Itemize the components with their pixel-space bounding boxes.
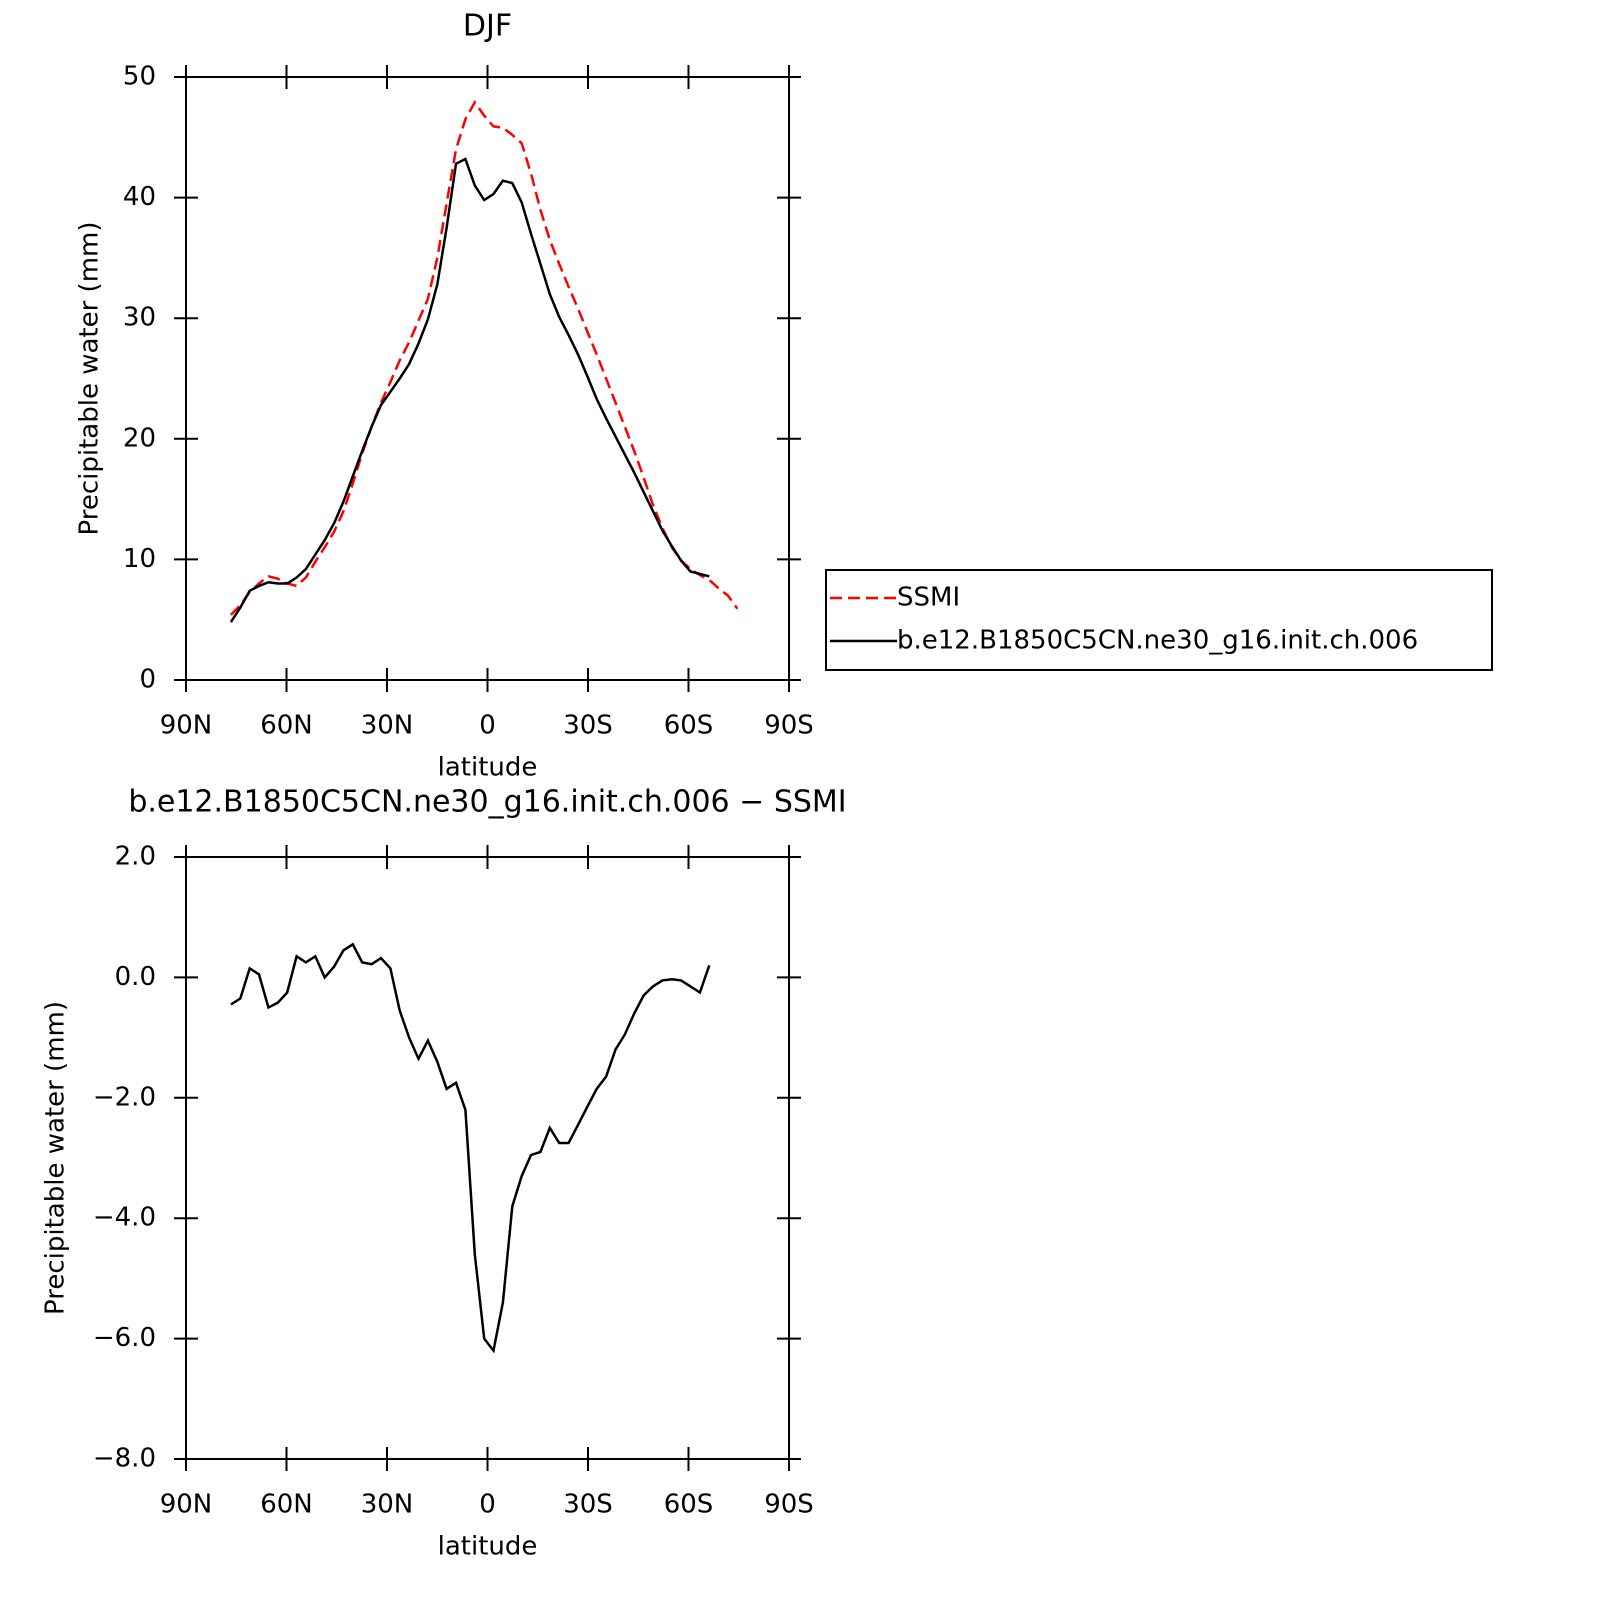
y-tick-label: 2.0 [115,842,156,872]
x-tick-label: 30S [563,711,613,741]
data-line [229,157,710,623]
y-tick-label: 0 [139,665,156,695]
x-tick-label: 30N [361,711,414,741]
y-axis-label: Precipitable water (mm) [75,222,105,536]
plot-frame [185,856,790,1460]
legend-label: b.e12.B1850C5CN.ne30_g16.init.ch.006 [897,626,1418,656]
x-axis-label: latitude [438,1532,538,1562]
x-tick-label: 60S [664,711,714,741]
legend-label: SSMI [897,583,960,613]
y-tick-label: 40 [123,182,156,212]
legend-box [825,569,1493,671]
x-tick-label: 90S [764,711,814,741]
panel: DJF 0 10 20 30 40 50 90N 60N 30N 0 30S 60S 90S latitud… [75,9,1493,783]
y-tick-label: 10 [123,544,156,574]
x-tick-label: 60N [260,711,313,741]
x-tick-label: 30S [563,1490,613,1520]
x-tick-label: 90N [160,1490,213,1520]
legend: SSMI b.e12.B1850C5CN.ne30_g16.init.ch.006 [825,569,1493,671]
y-tick-label: 0.0 [115,962,156,992]
chart-title: b.e12.B1850C5CN.ne30_g16.init.ch.006 − S… [128,785,846,820]
chart-title: DJF [463,9,512,44]
data-line [230,99,739,616]
y-tick-label: −4.0 [93,1203,156,1233]
data-line [230,942,711,1354]
y-axis-label: Precipitable water (mm) [41,1001,71,1315]
y-tick-label: −6.0 [93,1323,156,1353]
x-tick-label: 0 [479,1490,496,1520]
x-tick-label: 60N [260,1490,313,1520]
x-tick-label: 60S [664,1490,714,1520]
y-tick-label: 20 [123,423,156,453]
x-tick-label: 0 [479,711,496,741]
x-tick-label: 30N [361,1490,414,1520]
x-tick-label: 90N [160,711,213,741]
y-tick-label: −8.0 [93,1444,156,1474]
x-axis-label: latitude [438,753,538,783]
y-tick-label: −2.0 [93,1082,156,1112]
y-tick-label: 30 [123,303,156,333]
y-tick-label: 50 [123,62,156,92]
panel: b.e12.B1850C5CN.ne30_g16.init.ch.006 − S… [41,785,847,1562]
x-tick-label: 90S [764,1490,814,1520]
plot-frame [185,76,790,681]
